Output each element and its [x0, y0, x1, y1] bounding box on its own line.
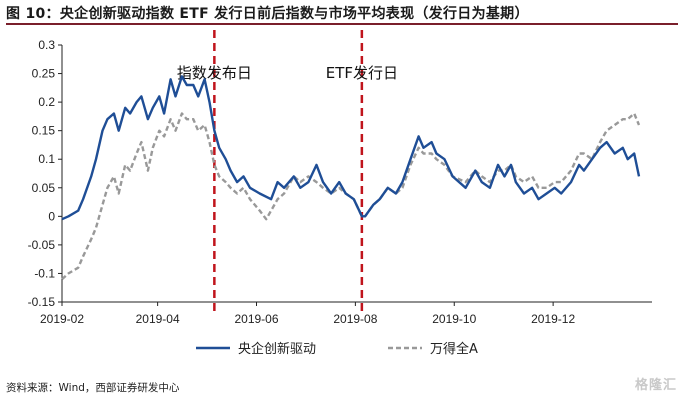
- chart-legend: 央企创新驱动 万得全A: [196, 341, 478, 357]
- figure-source: 资料来源：Wind，西部证券研发中心: [6, 382, 180, 394]
- y-tick-label: -0.15: [28, 295, 56, 309]
- event-markers: 指数发布日 ETF发行日: [177, 30, 398, 312]
- y-tick-label: 0.25: [32, 67, 56, 81]
- y-tick-label: 0.2: [38, 95, 55, 109]
- y-tick-label: -0.1: [34, 266, 55, 280]
- y-tick-label: 0.05: [32, 181, 56, 195]
- event-label: ETF发行日: [326, 64, 398, 82]
- legend-label: 央企创新驱动: [238, 341, 316, 357]
- x-tick-label: 2019-12: [531, 312, 575, 326]
- figure-title: 图 10：央企创新驱动指数 ETF 发行日前后指数与市场平均表现（发行日为基期）: [6, 3, 678, 25]
- x-tick-label: 2019-10: [432, 312, 476, 326]
- x-tick-label: 2019-06: [234, 312, 278, 326]
- y-tick-label: 0.1: [38, 152, 55, 166]
- x-tick-label: 2019-08: [333, 312, 377, 326]
- y-tick-label: 0: [48, 209, 55, 223]
- event-label: 指数发布日: [177, 64, 252, 82]
- series-line-index: [61, 75, 641, 221]
- chart-axes: -0.15 -0.1 -0.05 0 0.05 0.1 0.15 0.2 0.25 0.3 2019…: [28, 38, 652, 326]
- chart-series: [61, 75, 641, 281]
- x-tick-label: 2019-04: [136, 312, 180, 326]
- x-tick-label: 2019-02: [40, 312, 84, 326]
- series-line-market: [61, 112, 641, 281]
- watermark-logo: 格隆汇: [634, 378, 677, 393]
- y-tick-label: 0.3: [38, 38, 55, 52]
- y-tick-label: -0.05: [28, 238, 56, 252]
- legend-label: 万得全A: [430, 341, 478, 357]
- y-tick-label: 0.15: [32, 124, 56, 138]
